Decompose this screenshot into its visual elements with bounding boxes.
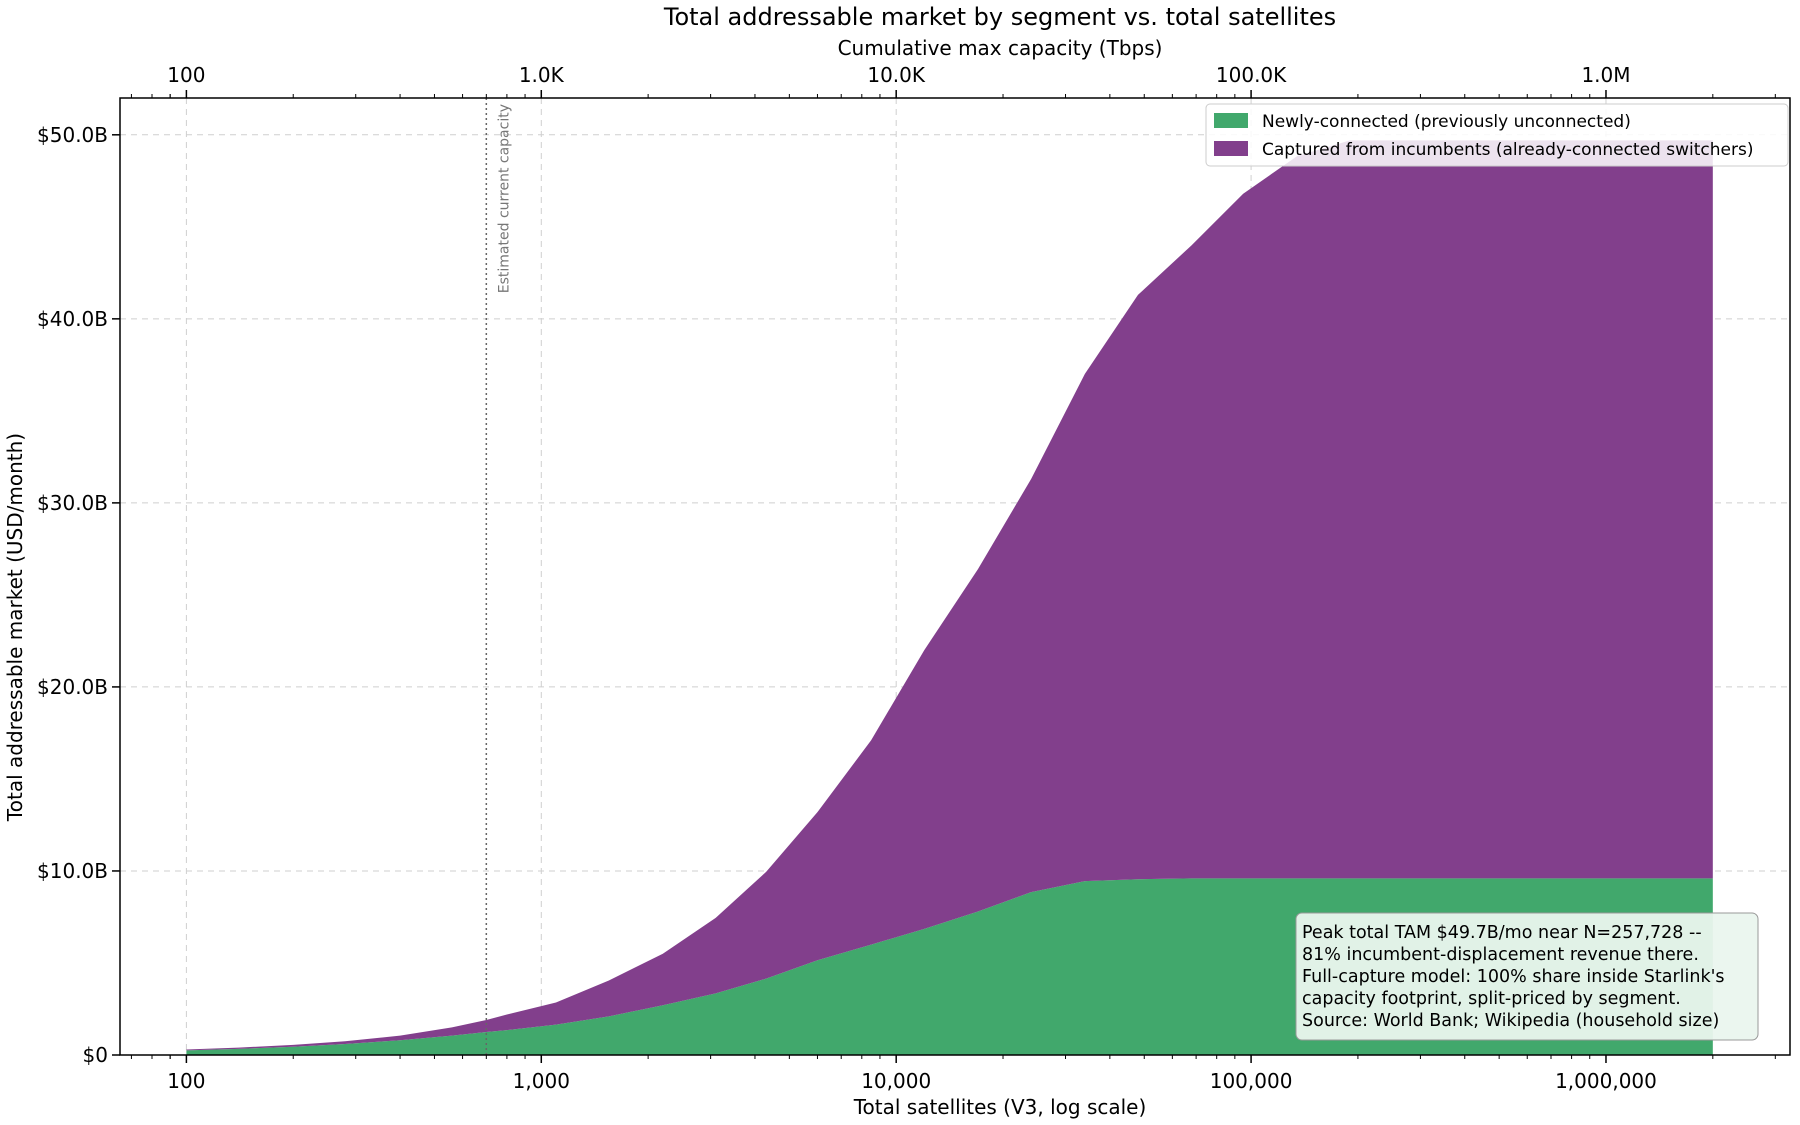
axis-ticks: $0 $10.0B $20.0B $30.0B $40.0B $50.0B 100 1,000… bbox=[37, 63, 1776, 1093]
x-tick-label: 10,000 bbox=[861, 1069, 931, 1093]
x-tick-label: 100 bbox=[167, 1069, 205, 1093]
x-tick-label: 100,000 bbox=[1210, 1069, 1293, 1093]
legend-label-captured: Captured from incumbents (already-connec… bbox=[1262, 140, 1753, 160]
x-tick-label: 1,000 bbox=[513, 1069, 570, 1093]
top-tick-label: 100 bbox=[167, 63, 205, 87]
reference-line-label: Estimated current capacity bbox=[496, 104, 512, 293]
y-axis-label: Total addressable market (USD/month) bbox=[3, 433, 27, 822]
top-tick-label: 100.0K bbox=[1216, 63, 1287, 87]
reference-line-group: Estimated current capacity bbox=[485, 98, 512, 1055]
chart-title: Total addressable market by segment vs. … bbox=[663, 3, 1336, 31]
annotation-line-2: 81% incumbent-displacement revenue there… bbox=[1302, 945, 1699, 965]
legend-swatch-captured bbox=[1214, 141, 1248, 156]
legend-label-newly-connected: Newly-connected (previously unconnected) bbox=[1262, 112, 1631, 132]
annotation-line-5: Source: World Bank; Wikipedia (household… bbox=[1302, 1011, 1719, 1031]
top-tick-label: 1.0M bbox=[1581, 63, 1630, 87]
legend-swatch-newly-connected bbox=[1214, 113, 1248, 128]
annotation-box: Peak total TAM $49.7B/mo near N=257,728 … bbox=[1295, 912, 1759, 1041]
annotation-line-3: Full-capture model: 100% share inside St… bbox=[1302, 967, 1725, 987]
area-series-captured-from-incumbents bbox=[186, 140, 1713, 1051]
x-axis-label: Total satellites (V3, log scale) bbox=[853, 1095, 1147, 1119]
y-tick-label: $0 bbox=[83, 1043, 108, 1067]
y-tick-label: $20.0B bbox=[37, 675, 108, 699]
top-tick-label: 1.0K bbox=[519, 63, 565, 87]
legend-box bbox=[1205, 103, 1789, 167]
annotation-background bbox=[1295, 912, 1759, 1041]
y-tick-label: $50.0B bbox=[37, 123, 108, 147]
y-tick-label: $40.0B bbox=[37, 307, 108, 331]
top-tick-label: 10.0K bbox=[867, 63, 926, 87]
annotation-line-1: Peak total TAM $49.7B/mo near N=257,728 … bbox=[1302, 923, 1702, 943]
x-tick-label: 1,000,000 bbox=[1555, 1069, 1657, 1093]
annotation-line-4: capacity footprint, split-priced by segm… bbox=[1302, 989, 1681, 1009]
legend: Newly-connected (previously unconnected)… bbox=[1205, 103, 1789, 167]
y-tick-label: $10.0B bbox=[37, 859, 108, 883]
y-tick-label: $30.0B bbox=[37, 491, 108, 515]
plot-frame bbox=[119, 97, 1791, 1056]
top-axis-label: Cumulative max capacity (Tbps) bbox=[838, 36, 1163, 60]
